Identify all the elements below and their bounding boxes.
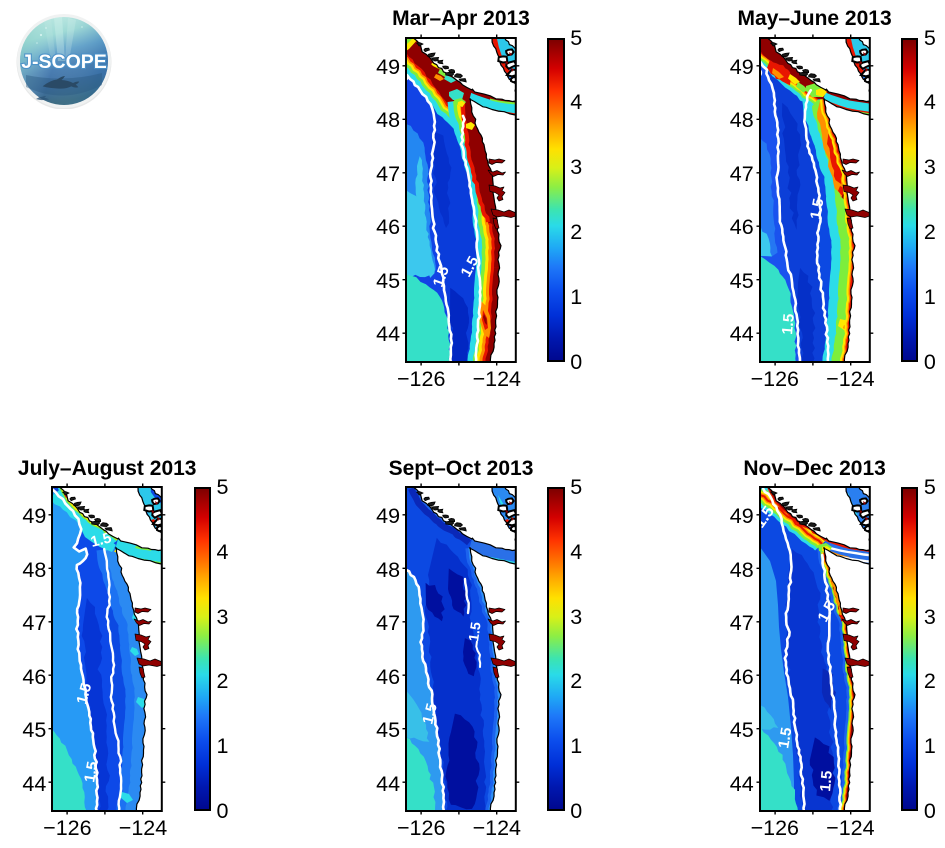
svg-text:1.5: 1.5	[807, 197, 827, 220]
svg-text:1.5: 1.5	[779, 313, 798, 335]
svg-text:1.5: 1.5	[81, 760, 101, 783]
svg-text:1.5: 1.5	[775, 726, 795, 749]
svg-text:1.5: 1.5	[74, 681, 96, 706]
svg-text:1.5: 1.5	[89, 529, 113, 551]
svg-text:1.5: 1.5	[817, 770, 836, 792]
svg-text:1.5: 1.5	[430, 263, 453, 288]
svg-text:J-SCOPE: J-SCOPE	[21, 51, 107, 73]
svg-text:1.5: 1.5	[465, 621, 484, 643]
svg-text:5: 5	[400, 69, 414, 83]
svg-text:J-SCOPE: J-SCOPE	[21, 51, 107, 73]
svg-text:5: 5	[754, 66, 767, 78]
svg-text:1.5: 1.5	[419, 702, 441, 726]
